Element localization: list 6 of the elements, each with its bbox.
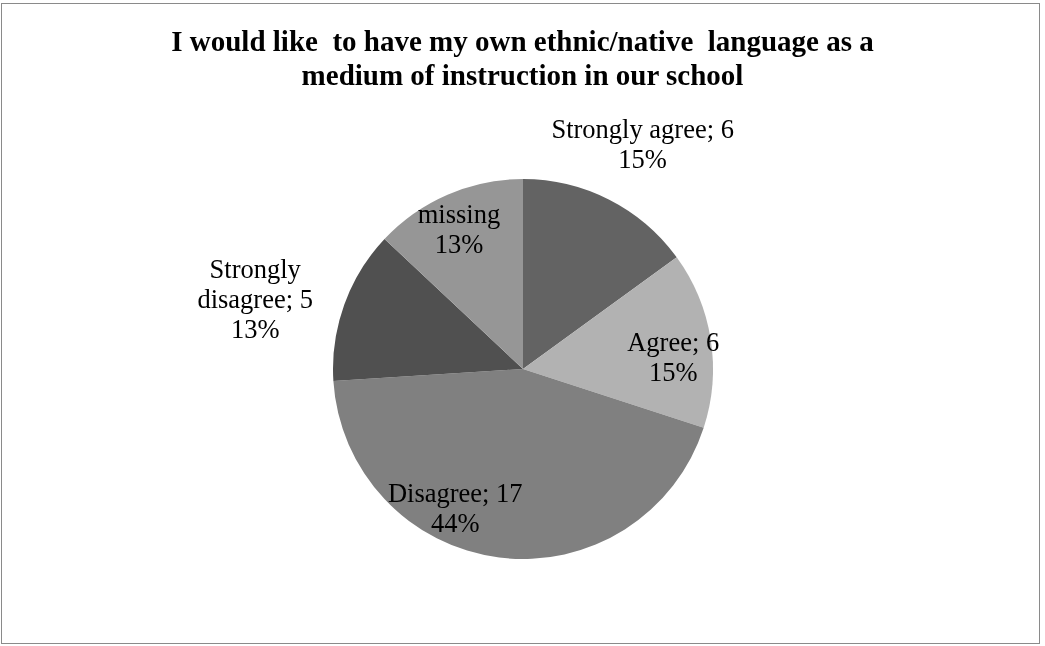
data-label: Strongly disagree; 5 13% — [197, 253, 313, 344]
data-label: Agree; 6 15% — [627, 326, 720, 387]
data-label: Disagree; 17 44% — [387, 477, 523, 538]
chart-title: I would like to have my own ethnic/native language as a medium of instruction in our school — [170, 24, 875, 92]
data-label: Strongly agree; 6 15% — [551, 114, 734, 175]
data-label: missing 13% — [417, 198, 501, 259]
